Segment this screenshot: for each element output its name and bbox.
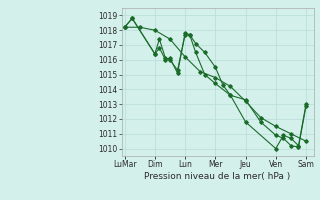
X-axis label: Pression niveau de la mer( hPa ): Pression niveau de la mer( hPa ) [144, 172, 291, 181]
